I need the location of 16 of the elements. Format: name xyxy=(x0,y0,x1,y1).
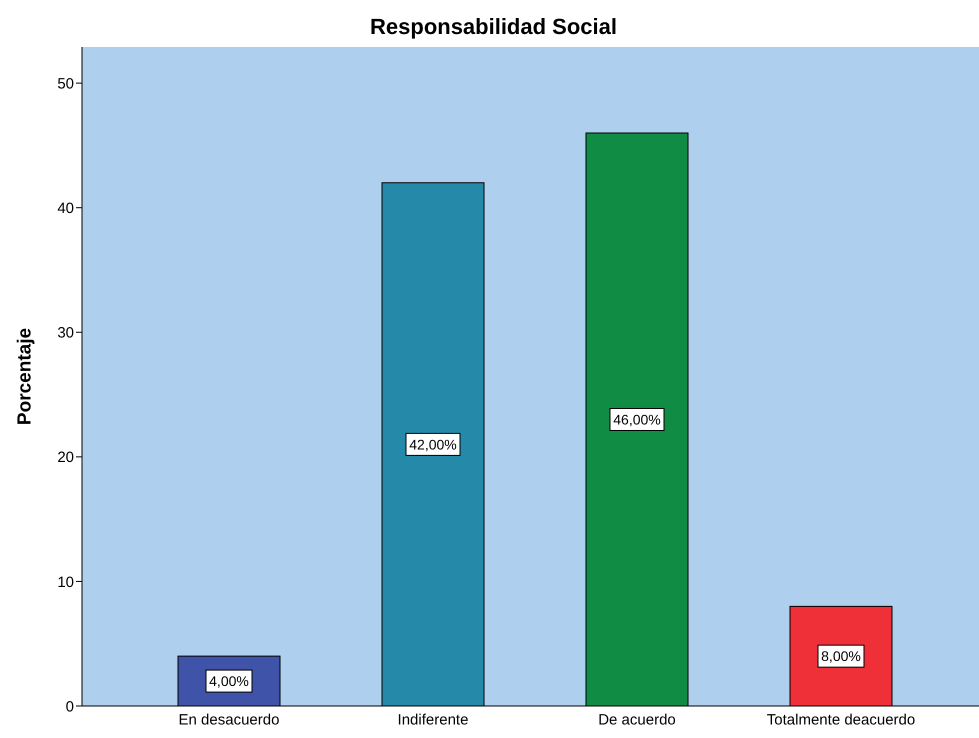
x-tick-label: Indiferente xyxy=(398,712,468,729)
x-tick-label: En desacuerdo xyxy=(178,712,280,729)
y-tick-label: 0 xyxy=(66,698,74,716)
chart-title: Responsabilidad Social xyxy=(369,14,618,40)
x-tick-label: Totalmente deacuerdo xyxy=(766,712,916,729)
y-tick-label: 50 xyxy=(57,75,74,92)
y-tick-label: 20 xyxy=(57,449,74,466)
y-tick-label: 40 xyxy=(57,200,74,218)
data-label: 42,00% xyxy=(409,436,457,452)
y-tick-label: 30 xyxy=(57,324,74,342)
y-tick-label: 10 xyxy=(57,574,74,591)
x-tick-label: De acuerdo xyxy=(598,712,676,729)
y-axis-title: Porcentaje xyxy=(14,328,36,426)
data-label: 4,00% xyxy=(209,673,249,690)
data-label: 46,00% xyxy=(613,411,661,428)
data-label: 8,00% xyxy=(821,648,861,664)
